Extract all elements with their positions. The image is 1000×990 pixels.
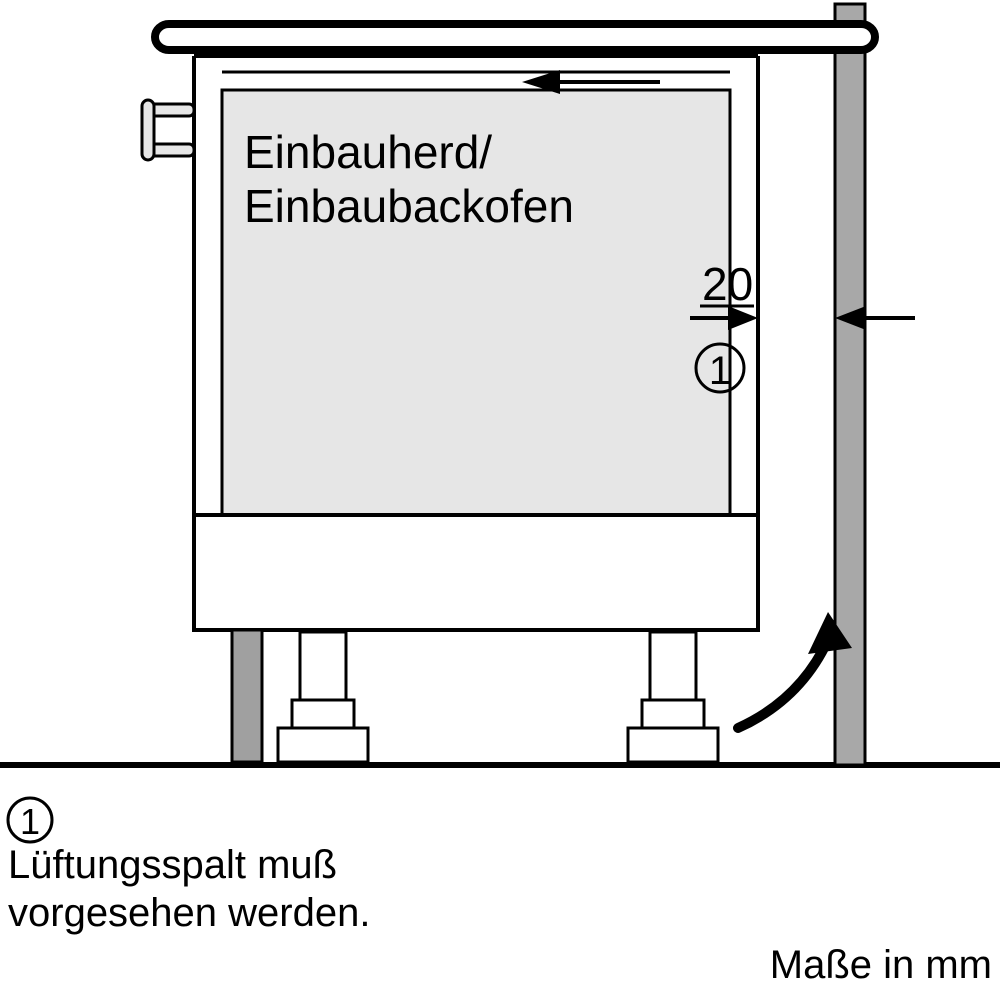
installation-diagram: 20 1 Einbauherd/ Einbaubackofen 1 Lüftun… xyxy=(0,0,1000,990)
gap-value: 20 xyxy=(702,258,753,310)
airflow-arrow xyxy=(738,640,828,728)
callout-num: 1 xyxy=(709,349,731,393)
gap-dimension: 20 xyxy=(690,258,915,330)
legend-line2: vorgesehen werden. xyxy=(8,891,370,935)
foot-right xyxy=(628,632,718,762)
cooktop xyxy=(155,24,875,50)
door-handle xyxy=(142,100,194,160)
foot-left xyxy=(278,632,368,762)
units-label: Maße in mm xyxy=(770,943,992,987)
legend-marker: 1 xyxy=(8,798,52,842)
appliance-label-2: Einbaubackofen xyxy=(244,180,574,232)
legend-num: 1 xyxy=(20,801,40,842)
plinth xyxy=(232,630,262,762)
legend-line1: Lüftungsspalt muß xyxy=(8,843,337,887)
rear-wall xyxy=(835,4,865,765)
appliance-label-1: Einbauherd/ xyxy=(244,126,492,178)
front-panel xyxy=(194,515,758,630)
